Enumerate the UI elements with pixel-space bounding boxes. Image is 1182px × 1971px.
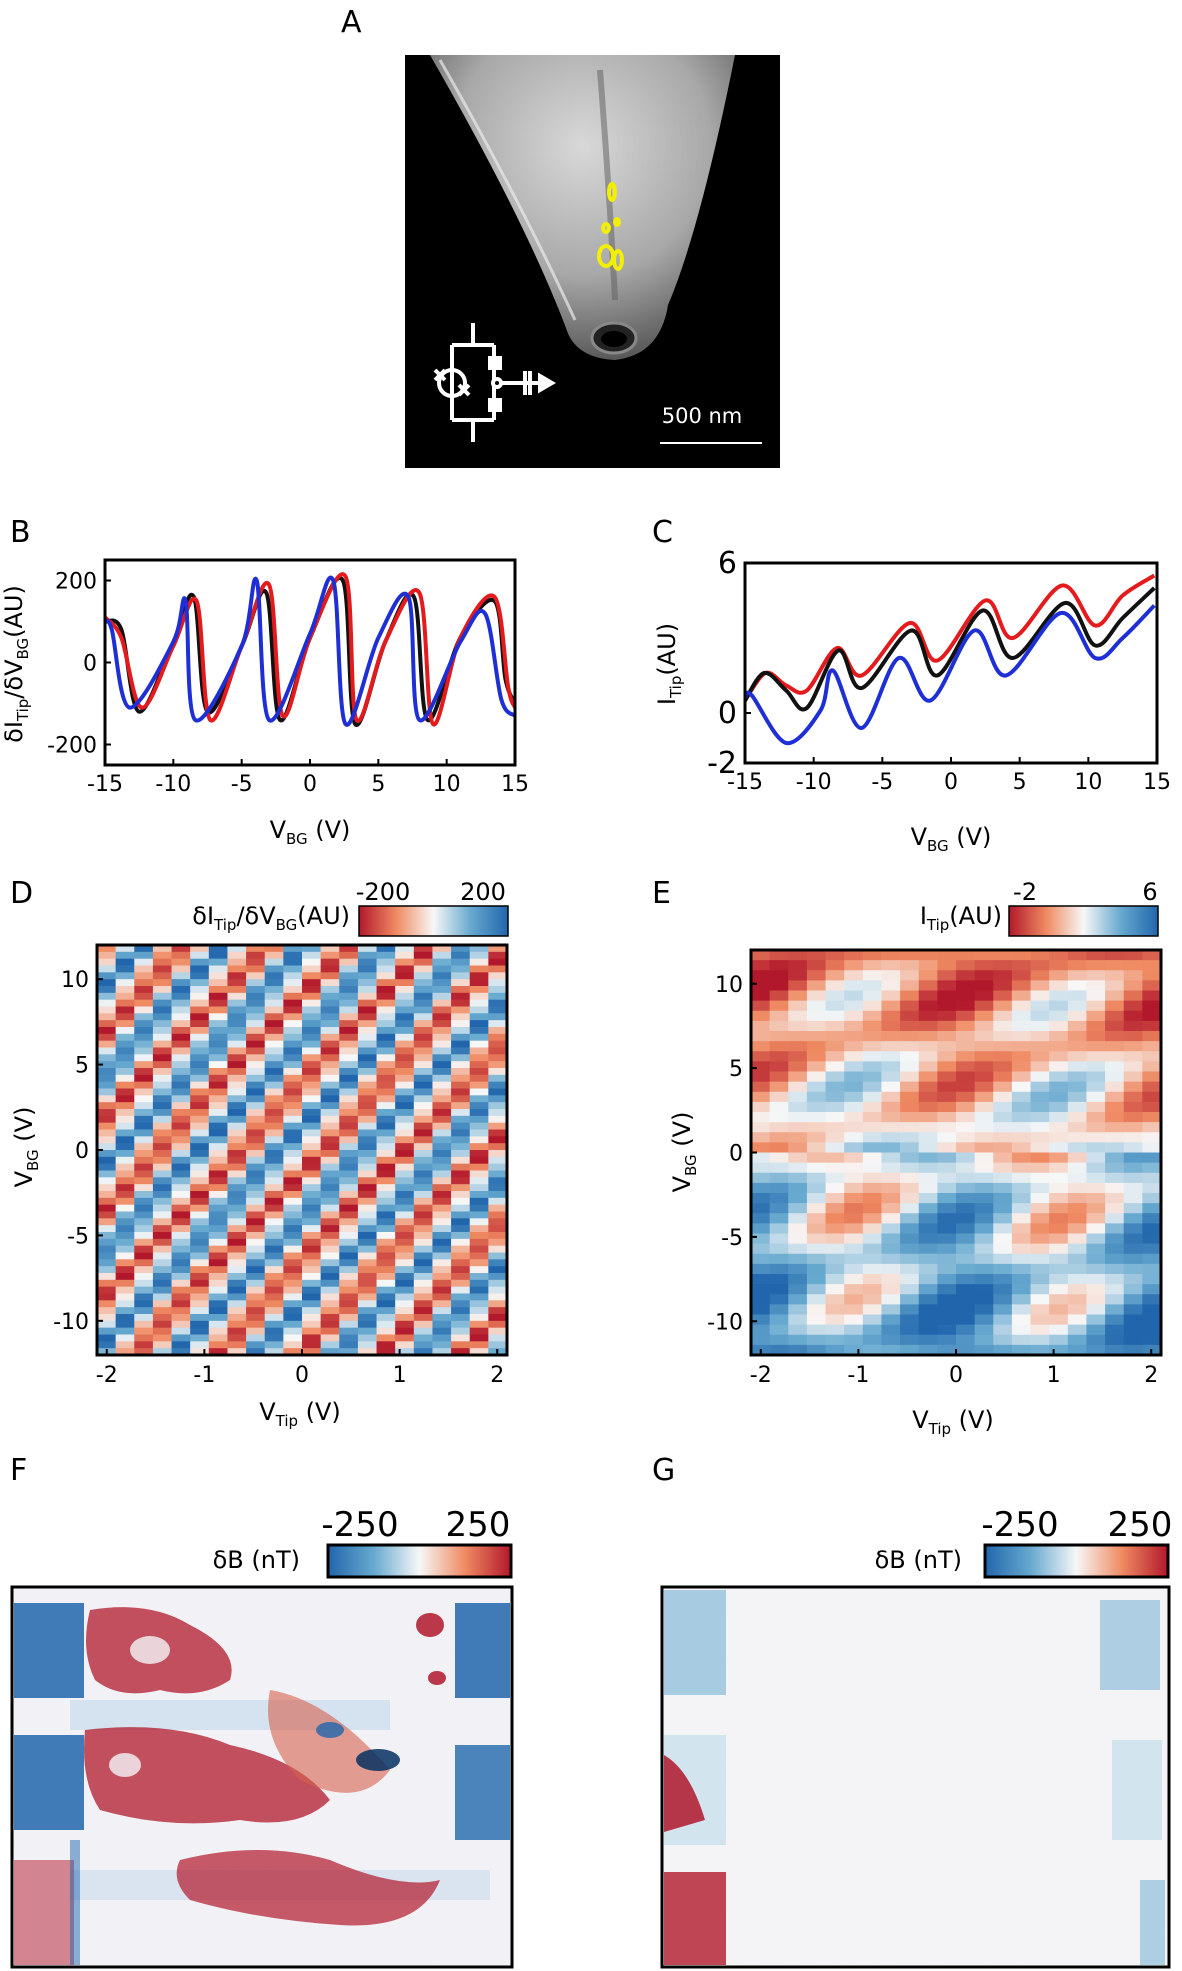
magnetic-map-f	[10, 1585, 514, 1969]
x-tick-label: 0	[295, 1363, 309, 1388]
x-tick-label: 15	[1143, 770, 1171, 795]
colorbar-e-min: -2	[1013, 878, 1037, 906]
colorbar-f-label: δB (nT)	[213, 1546, 300, 1574]
squid-circuit-icon	[433, 323, 556, 442]
colorbar-g-label: δB (nT)	[875, 1546, 962, 1574]
x-tick-label: -2	[750, 1363, 772, 1388]
y-tick-label: -10	[707, 1310, 743, 1335]
x-tick-label: -5	[871, 770, 893, 795]
y-tick-label: -200	[47, 734, 97, 759]
colorbar-f	[326, 1543, 513, 1579]
x-tick-label: 0	[949, 1363, 963, 1388]
sem-image: 500 nm	[405, 55, 780, 468]
x-tick-label: 10	[433, 772, 461, 797]
colorbar-d	[358, 905, 509, 937]
y-tick-label: 5	[729, 1057, 743, 1082]
colorbar-f-max: 250	[446, 1505, 511, 1545]
colorbar-g-min: -250	[981, 1505, 1058, 1545]
chart-b-ylabel: δITip/δVBG(AU)	[0, 585, 32, 743]
x-tick-label: -2	[96, 1363, 118, 1388]
x-tick-label: 2	[490, 1363, 504, 1388]
y-tick-label: 0	[718, 696, 737, 731]
x-tick-label: 2	[1144, 1363, 1158, 1388]
colorbar-e-max: 6	[1142, 878, 1157, 906]
scale-bar-label: 500 nm	[662, 404, 743, 428]
y-tick-label: -10	[53, 1310, 89, 1335]
heatmap-d-xlabel: VTip (V)	[259, 1398, 341, 1430]
x-tick-label: -15	[87, 772, 123, 797]
chart-c-ylabel: ITip(AU)	[653, 623, 685, 705]
x-tick-label: -5	[231, 772, 253, 797]
y-tick-label: 10	[61, 968, 89, 993]
panel-g-label: G	[652, 1453, 675, 1488]
colorbar-d-min: -200	[356, 878, 410, 906]
y-tick-label: 6	[718, 546, 737, 581]
x-tick-label: 15	[501, 772, 529, 797]
y-tick-label: 0	[729, 1142, 743, 1167]
y-tick-label: -5	[67, 1224, 89, 1249]
series-blue-line	[105, 575, 515, 727]
heatmap-e-xlabel: VTip (V)	[912, 1406, 994, 1438]
panel-a-label: A	[341, 5, 362, 40]
colorbar-g	[983, 1543, 1170, 1579]
panel-c-label: C	[652, 515, 673, 550]
x-tick-label: 5	[1013, 770, 1027, 795]
y-tick-label: 5	[75, 1054, 89, 1079]
y-tick-label: 10	[715, 973, 743, 998]
series-red-line	[745, 573, 1156, 702]
colorbar-g-max: 250	[1108, 1505, 1173, 1545]
x-tick-label: -10	[155, 772, 191, 797]
x-tick-label: 10	[1074, 770, 1102, 795]
series-blue-line	[745, 604, 1156, 746]
colorbar-e-label: ITip(AU)	[920, 902, 1002, 934]
chart-c: -15 -10 -5 0 5 10 15 -2 0 6	[707, 546, 1171, 795]
plot-frame	[743, 561, 1159, 765]
x-tick-label: -10	[796, 770, 832, 795]
y-tick-label: -5	[721, 1226, 743, 1251]
panel-d-label: D	[10, 876, 33, 911]
x-tick-label: 1	[393, 1363, 407, 1388]
chart-c-xlabel: VBG (V)	[911, 823, 992, 855]
y-tick-label: 200	[55, 570, 97, 595]
panel-e-label: E	[652, 876, 671, 911]
x-tick-label: -1	[193, 1363, 215, 1388]
panel-f-label: F	[10, 1453, 27, 1488]
colorbar-d-max: 200	[460, 878, 506, 906]
sem-tip	[430, 55, 735, 360]
colorbar-f-min: -250	[321, 1505, 398, 1545]
y-tick-label: 0	[75, 1139, 89, 1164]
x-tick-label: 0	[303, 772, 317, 797]
heatmap-cells	[751, 950, 1162, 1356]
chart-b: -15 -10 -5 0 5 10 15 -200 0 200	[47, 558, 529, 797]
squid-contacts	[597, 182, 624, 271]
chart-b-xlabel: VBG (V)	[270, 816, 351, 848]
heatmap-d-ylabel: VBG (V)	[10, 1107, 42, 1188]
x-tick-label: -15	[727, 770, 763, 795]
magnetic-map-g	[660, 1585, 1171, 1969]
series-black-line	[745, 586, 1156, 712]
y-tick-label: -2	[707, 746, 737, 781]
colorbar-d-label: δITip/δVBG(AU)	[192, 902, 350, 934]
x-tick-label: -1	[847, 1363, 869, 1388]
colorbar-e	[1008, 905, 1159, 937]
x-tick-label: 1	[1047, 1363, 1061, 1388]
heatmap-e-ylabel: VBG (V)	[668, 1112, 700, 1193]
x-tick-label: 0	[944, 770, 958, 795]
heatmap-cells	[97, 945, 508, 1356]
y-tick-label: 0	[83, 652, 97, 677]
panel-b-label: B	[10, 515, 31, 550]
x-tick-label: 5	[371, 772, 385, 797]
